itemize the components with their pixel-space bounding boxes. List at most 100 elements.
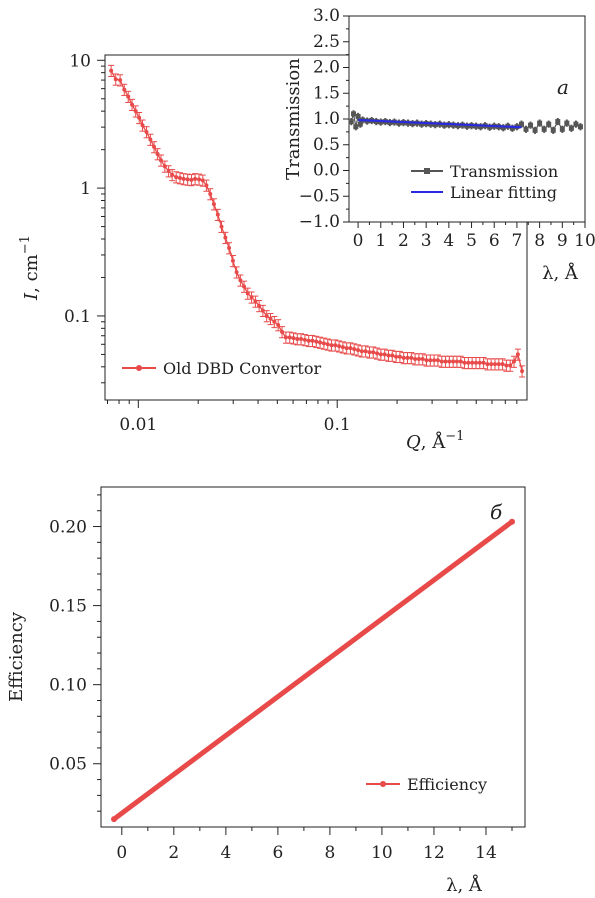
transmission-y-ticks: −1.0 −0.5 0.0 0.5 1.0 1.5 2.0 2.5 3.0 — [299, 6, 349, 232]
sans-legend-marker — [136, 365, 142, 371]
sans-data-point — [492, 362, 497, 367]
transmission-legend: Transmission Linear fitting — [411, 162, 558, 202]
sans-data-point — [432, 358, 437, 363]
sans-xlabel-sup: −1 — [445, 429, 464, 444]
sans-data-point — [401, 355, 406, 360]
sans-y-tick-label: 10 — [69, 51, 91, 71]
sans-data-point — [394, 354, 399, 359]
efficiency-x-tick-label: 6 — [272, 843, 283, 863]
sans-data-point — [462, 360, 467, 365]
transmission-data-point — [546, 121, 552, 127]
transmission-y-tick-label: 2.0 — [313, 58, 340, 78]
linear-fit-legend-label: Linear fitting — [450, 183, 557, 202]
sans-data-point — [219, 224, 224, 229]
sans-data-point — [264, 313, 269, 318]
sans-data-point — [260, 308, 265, 313]
transmission-data-point — [419, 121, 425, 127]
sans-legend-label: Old DBD Convertor — [163, 359, 321, 378]
sans-data-point — [306, 338, 311, 343]
sans-y-tick-label: 1 — [80, 179, 91, 199]
sans-data-point — [520, 369, 525, 374]
transmission-legend-marker — [424, 168, 430, 174]
sans-data-point — [118, 78, 123, 83]
sans-data-point — [137, 115, 142, 120]
sans-data-point — [413, 357, 418, 362]
efficiency-data-point — [508, 518, 515, 525]
transmission-y-tick-label: 2.5 — [313, 32, 340, 52]
efficiency-y-axis-label: Efficiency — [6, 611, 27, 702]
sans-data-point — [291, 336, 296, 341]
sans-data-point — [302, 337, 307, 342]
sans-xlabel-main: Q — [406, 432, 421, 453]
sans-data-point — [257, 303, 262, 308]
transmission-y-tick-label: 3.0 — [313, 6, 340, 26]
efficiency-y-tick-label: 0.20 — [49, 518, 87, 538]
efficiency-y-ticks: 0.05 0.10 0.15 0.20 — [49, 494, 101, 812]
sans-data-point — [337, 344, 342, 349]
sans-data-point — [295, 337, 300, 342]
sans-data-point — [268, 316, 273, 321]
transmission-data-point — [541, 126, 547, 132]
transmission-data-point — [353, 124, 359, 130]
sans-data-point — [390, 353, 395, 358]
transmission-data-point — [396, 120, 402, 126]
sans-data-point — [447, 359, 452, 364]
sans-xlabel-unit: , Å — [421, 431, 446, 453]
sans-data-point — [439, 359, 444, 364]
sans-data-point — [424, 358, 429, 363]
transmission-y-tick-label: −0.5 — [299, 186, 340, 206]
sans-data-point — [443, 359, 448, 364]
transmission-data-point — [432, 122, 438, 128]
sans-data-point — [416, 357, 421, 362]
sans-data-point — [435, 358, 440, 363]
linear-fit-line — [358, 118, 522, 129]
transmission-data-point — [410, 121, 416, 127]
transmission-x-tick-label: 1 — [375, 231, 386, 251]
efficiency-x-axis-label: λ, Å — [446, 874, 483, 896]
sans-data-point — [489, 362, 494, 367]
transmission-data-point — [573, 121, 579, 127]
efficiency-legend: Efficiency — [366, 775, 487, 794]
sans-data-point — [371, 350, 376, 355]
sans-data-point — [152, 144, 157, 149]
transmission-data-point — [568, 125, 574, 131]
sans-data-point — [204, 183, 209, 188]
transmission-data-point — [500, 125, 506, 131]
sans-data-point — [181, 176, 186, 181]
sans-data-point — [378, 352, 383, 357]
sans-data-point — [253, 299, 258, 304]
transmission-x-tick-label: 9 — [557, 231, 568, 251]
sans-data-point — [451, 359, 456, 364]
sans-data-point — [344, 346, 349, 351]
sans-data-point — [454, 359, 459, 364]
efficiency-plot-frame — [100, 486, 526, 828]
sans-data-point — [340, 345, 345, 350]
sans-data-point — [162, 164, 167, 169]
sans-data-point — [466, 360, 471, 365]
efficiency-series-line — [111, 519, 515, 822]
sans-data-point — [174, 175, 179, 180]
sans-data-series — [108, 64, 526, 378]
sans-data-point — [170, 172, 175, 177]
transmission-data-series — [348, 110, 583, 134]
transmission-x-tick-label: 8 — [534, 231, 545, 251]
transmission-x-tick-label: 4 — [443, 231, 454, 251]
efficiency-x-ticks: 0 2 4 6 8 10 12 14 — [116, 827, 513, 863]
sans-data-point — [197, 177, 202, 182]
transmission-x-ticks: 0 1 2 3 4 5 6 7 8 9 10 — [353, 222, 595, 251]
transmission-x-tick-label: 5 — [466, 231, 477, 251]
sans-data-point — [185, 177, 190, 182]
sans-data-point — [496, 362, 501, 367]
transmission-x-tick-label: 0 — [353, 231, 364, 251]
sans-y-axis-label: I, cm−1 — [18, 235, 42, 301]
transmission-data-point — [577, 124, 583, 130]
sans-data-point — [200, 178, 205, 183]
efficiency-x-tick-label: 8 — [324, 843, 335, 863]
efficiency-x-tick-label: 14 — [475, 843, 497, 863]
sans-data-point — [238, 278, 243, 283]
sans-data-point — [140, 123, 145, 128]
sans-data-point — [208, 191, 213, 196]
sans-data-point — [485, 362, 490, 367]
sans-data-point — [177, 175, 182, 180]
efficiency-panel: 0 2 4 6 8 10 12 14 0.05 0.10 0.15 0.20 б Efficienc… — [6, 486, 526, 896]
